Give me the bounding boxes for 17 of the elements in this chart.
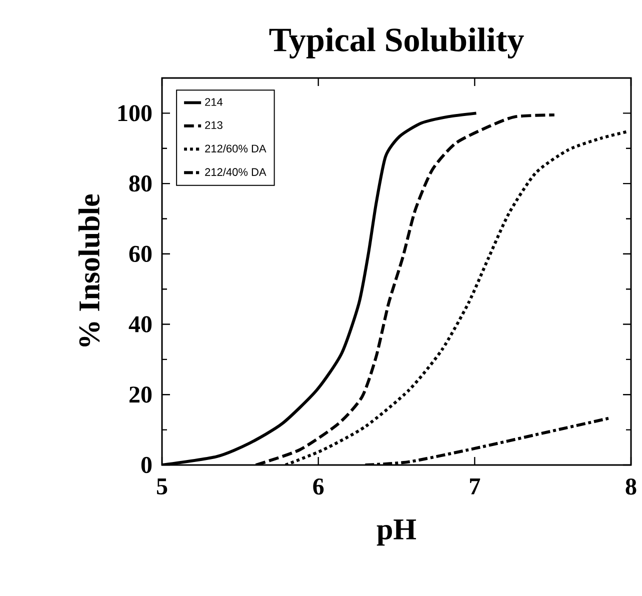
y-tick-label: 40 xyxy=(128,316,152,332)
y-tick-label: 20 xyxy=(129,386,152,403)
x-tick-label: 5 xyxy=(156,478,168,494)
x-tick-label: 7 xyxy=(470,478,480,494)
x-tick-label: 8 xyxy=(626,478,636,495)
x-tick-label: 6 xyxy=(313,478,324,495)
legend-label: 214 xyxy=(205,98,223,106)
x-axis-title: pH xyxy=(376,520,416,546)
y-tick-label: 80 xyxy=(129,175,152,192)
legend-label: 212/60% DA xyxy=(205,144,266,152)
y-tick-label: 100 xyxy=(118,105,152,122)
chart-title: Typical Solubility xyxy=(269,28,524,59)
legend-label: 212/40% DA xyxy=(205,168,266,176)
y-tick-label: 0 xyxy=(141,456,152,474)
y-tick-label: 60 xyxy=(129,246,152,262)
legend-label: 213 xyxy=(205,121,222,130)
y-axis-title: % Insoluble xyxy=(78,194,100,346)
